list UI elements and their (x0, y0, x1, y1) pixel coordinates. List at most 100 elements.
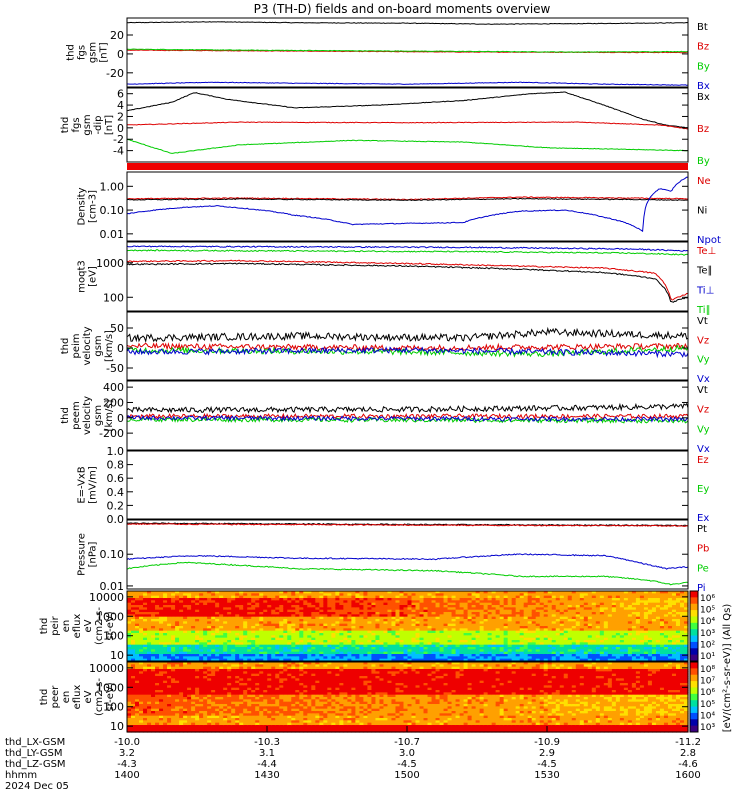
heatmap-cell (287, 623, 292, 627)
heatmap-cell (371, 619, 377, 622)
heatmap-cell (135, 671, 140, 675)
heatmap-cell (427, 644, 433, 648)
heatmap-cell (143, 649, 148, 653)
heatmap-cell (599, 619, 605, 622)
heatmap-cell (651, 598, 657, 601)
heatmap-cell (315, 642, 320, 646)
heatmap-cell (515, 637, 521, 641)
heatmap-cell (667, 637, 673, 641)
heatmap-cell (271, 607, 276, 611)
heatmap-cell (519, 616, 525, 620)
heatmap-cell (467, 647, 473, 650)
heatmap-cell (467, 642, 473, 646)
heatmap-cell (159, 623, 164, 627)
heatmap-cell (203, 671, 208, 675)
heatmap-cell (143, 619, 148, 622)
heatmap-cell (595, 593, 601, 597)
heatmap-cell (631, 616, 637, 620)
heatmap-cell (543, 600, 549, 604)
heatmap-cell (675, 656, 681, 660)
heatmap-cell (579, 642, 585, 646)
heatmap-cell (403, 637, 409, 641)
heatmap-cell (215, 640, 220, 643)
heatmap-cell (151, 651, 156, 655)
heatmap-cell (419, 647, 425, 650)
heatmap-cell (167, 685, 172, 689)
heatmap-cell (471, 593, 477, 597)
heatmap-cell (519, 640, 525, 643)
heatmap-cell (547, 635, 553, 639)
heatmap-cell (251, 633, 256, 636)
heatmap-cell (299, 607, 304, 611)
heatmap-cell (271, 649, 276, 653)
heatmap-cell (131, 725, 136, 728)
heatmap-cell (235, 591, 240, 594)
heatmap-cell (131, 635, 136, 639)
heatmap-cell (307, 642, 312, 646)
heatmap-cell (675, 644, 681, 648)
heatmap-cell (299, 605, 304, 608)
heatmap-cell (183, 678, 188, 682)
heatmap-cell (227, 607, 232, 611)
heatmap-cell (647, 591, 653, 594)
heatmap-cell (495, 621, 501, 625)
heatmap-cell (199, 699, 204, 703)
heatmap-cell (399, 598, 405, 601)
heatmap-cell (479, 642, 485, 646)
heatmap-cell (131, 671, 136, 675)
heatmap-cell (399, 635, 405, 639)
heatmap-cell (135, 602, 140, 606)
heatmap-cell (547, 598, 553, 601)
heatmap-cell (667, 651, 673, 655)
y-label-line: gsm (82, 114, 93, 135)
heatmap-cell (227, 602, 232, 606)
heatmap-cell (227, 612, 232, 615)
heatmap-cell (331, 642, 336, 646)
heatmap-cell (163, 673, 168, 677)
heatmap-cell (151, 658, 156, 662)
heatmap-cell (143, 640, 148, 643)
heatmap-cell (635, 630, 641, 634)
heatmap-cell (331, 593, 336, 597)
heatmap-cell (587, 637, 593, 641)
heatmap-cell (203, 644, 208, 648)
heatmap-cell (379, 637, 385, 641)
heatmap-cell (175, 715, 180, 719)
heatmap-cell (363, 654, 369, 657)
heatmap-cell (323, 591, 328, 594)
heatmap-cell (307, 595, 312, 599)
heatmap-cell (159, 633, 164, 636)
heatmap-cell (659, 633, 665, 636)
heatmap-cell (195, 720, 200, 724)
heatmap-cell (527, 600, 533, 604)
heatmap-cell (159, 697, 164, 700)
heatmap-cell (335, 644, 340, 648)
heatmap-cell (355, 595, 361, 599)
heatmap-cell (131, 654, 136, 657)
heatmap-cell (331, 598, 336, 601)
heatmap-cell (279, 640, 284, 643)
heatmap-cell (191, 713, 196, 717)
heatmap-cell (467, 605, 473, 608)
heatmap-cell (519, 637, 525, 641)
heatmap-cell (311, 654, 316, 657)
heatmap-cell (615, 614, 621, 618)
heatmap-cell (371, 607, 377, 611)
heatmap-cell (207, 658, 212, 662)
heatmap-cell (655, 600, 661, 604)
heatmap-cell (231, 600, 236, 604)
heatmap-cell (167, 602, 172, 606)
heatmap-cell (155, 623, 160, 627)
heatmap-cell (227, 593, 232, 597)
heatmap-cell (447, 630, 453, 634)
heatmap-cell (159, 699, 164, 703)
heatmap-cell (303, 651, 308, 655)
heatmap-cell (363, 633, 369, 636)
heatmap-cell (283, 593, 288, 597)
heatmap-cell (295, 658, 300, 662)
heatmap-cell (243, 593, 248, 597)
heatmap-cell (183, 605, 188, 608)
heatmap-cell (455, 593, 461, 597)
heatmap-cell (535, 633, 541, 636)
heatmap-cell (423, 602, 429, 606)
